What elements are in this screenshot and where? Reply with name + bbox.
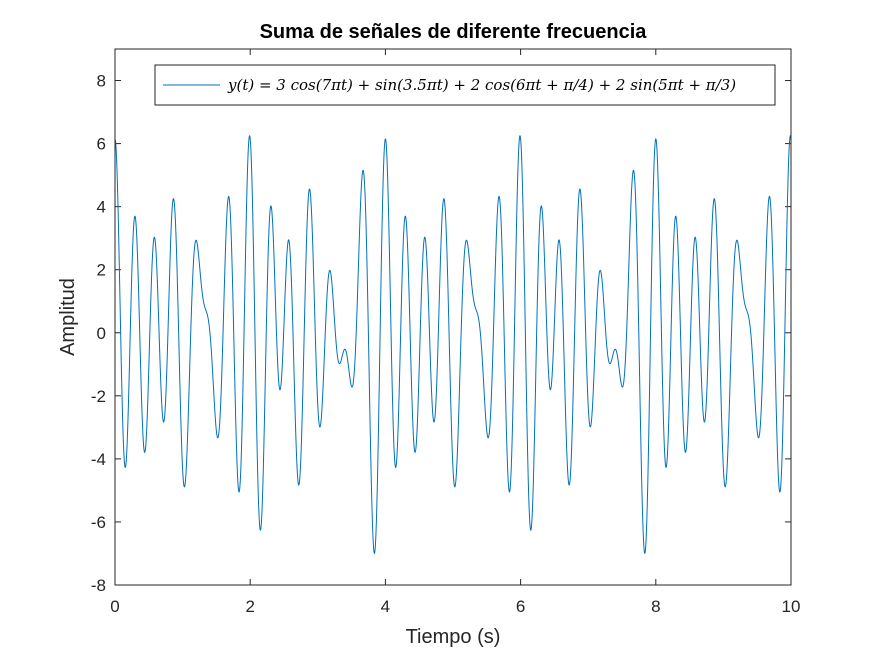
y-tick-label: -8: [91, 576, 106, 595]
series-line: [115, 135, 791, 555]
y-tick-label: -6: [91, 513, 106, 532]
y-tick-label: 8: [97, 72, 106, 91]
plot-frame: [114, 48, 792, 586]
x-tick-label: 8: [651, 597, 660, 616]
plot-area: [115, 49, 791, 585]
y-axis-label: Amplitud: [57, 278, 79, 356]
x-tick-label: 0: [110, 597, 119, 616]
chart-title: Suma de señales de diferente frecuencia: [260, 21, 648, 43]
y-tick-label: 2: [97, 261, 106, 280]
y-tick-label: 0: [97, 324, 106, 343]
legend-entry: y(t) = 3 cos(7πt) + sin(3.5πt) + 2 cos(6…: [227, 76, 736, 94]
axis-tick-labels: 0 2 4 6 8 10 -8 -6 -4 -2 0 2 4 6 8: [91, 72, 801, 616]
x-axis-label: Tiempo (s): [406, 626, 501, 648]
x-tick-label: 2: [245, 597, 254, 616]
y-tick-label: 4: [97, 198, 106, 217]
y-tick-label: 6: [97, 135, 106, 154]
x-tick-label: 4: [381, 597, 390, 616]
x-tick-label: 10: [782, 597, 801, 616]
legend-box: [154, 64, 776, 106]
y-tick-label: -2: [91, 387, 106, 406]
x-tick-label: 6: [516, 597, 525, 616]
legend: y(t) = 3 cos(7πt) + sin(3.5πt) + 2 cos(6…: [154, 64, 776, 106]
y-tick-label: -4: [91, 450, 106, 469]
